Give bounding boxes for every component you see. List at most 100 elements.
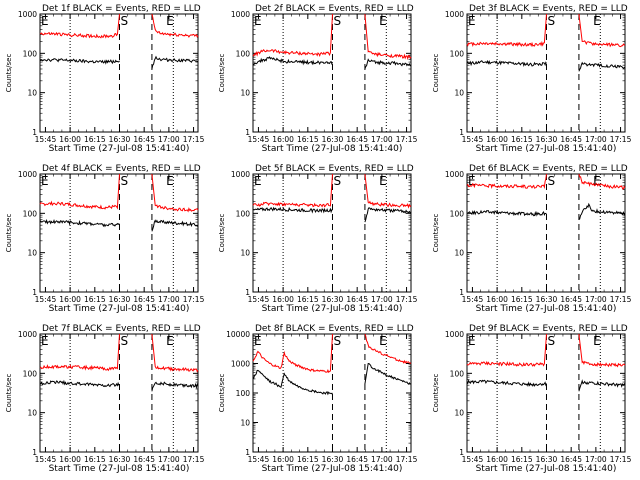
x-tick-label: 17:15: [183, 295, 205, 304]
x-axis-label: Start Time (27-Jul-08 15:41:40): [262, 464, 403, 474]
y-tick-label: 1000: [231, 10, 250, 19]
x-tick-label: 16:15: [297, 135, 319, 144]
y-tick-label: 10: [27, 89, 37, 98]
x-tick-label: 16:45: [346, 135, 368, 144]
event-marker-s: S: [120, 174, 128, 188]
x-tick-label: 16:00: [59, 135, 81, 144]
events-series-line: [39, 218, 120, 228]
y-tick-label: 1: [459, 288, 464, 297]
x-tick-label: 17:00: [158, 455, 180, 464]
lld-series-line: [578, 333, 626, 368]
x-tick-label: 15:45: [248, 455, 270, 464]
y-tick-label: 100: [236, 209, 251, 218]
y-tick-label: 10: [454, 409, 464, 418]
x-axis-label: Start Time (27-Jul-08 15:41:40): [262, 304, 403, 314]
y-axis-label: Counts/sec: [218, 54, 226, 93]
panel-1: Det 1f BLACK = Events, RED = LLD 1 10 100 10…: [5, 4, 205, 154]
event-marker-e: E: [41, 174, 49, 188]
event-marker-e: E: [41, 334, 49, 348]
events-series-line: [466, 379, 547, 388]
y-axis-label: Counts/sec: [432, 214, 440, 253]
lld-series-line: [578, 13, 626, 48]
event-marker-e: E: [379, 14, 387, 28]
x-tick-label: 16:45: [560, 135, 582, 144]
event-marker-s: S: [547, 14, 555, 28]
y-tick-label: 10: [454, 249, 464, 258]
x-tick-label: 17:00: [371, 455, 393, 464]
events-series-line: [151, 381, 199, 392]
events-series-line: [364, 362, 412, 385]
x-tick-label: 16:15: [84, 295, 106, 304]
event-marker-s: S: [120, 14, 128, 28]
y-tick-label: 1: [245, 288, 250, 297]
x-tick-label: 16:00: [59, 295, 81, 304]
x-tick-label: 17:00: [371, 135, 393, 144]
events-series-line: [578, 61, 626, 72]
x-axis-label: Start Time (27-Jul-08 15:41:40): [476, 464, 617, 474]
y-tick-label: 1: [32, 288, 37, 297]
x-tick-label: 17:15: [183, 455, 205, 464]
x-tick-label: 16:15: [84, 135, 106, 144]
y-axis-label: Counts/sec: [218, 214, 226, 253]
event-marker-e: E: [379, 174, 387, 188]
y-tick-label: 1: [245, 128, 250, 137]
panel-3: Det 3f BLACK = Events, RED = LLD 1 10 100 10…: [432, 4, 632, 154]
event-marker-e: E: [593, 174, 601, 188]
x-axis-label: Start Time (27-Jul-08 15:41:40): [49, 144, 190, 154]
x-tick-label: 16:30: [109, 295, 131, 304]
events-series-line: [39, 379, 120, 388]
event-marker-s: S: [333, 174, 341, 188]
events-series-line: [252, 56, 333, 66]
panel-title: Det 8f BLACK = Events, RED = LLD: [255, 324, 414, 334]
lld-series-line: [364, 13, 412, 61]
event-marker-e: E: [379, 334, 387, 348]
x-axis-label: Start Time (27-Jul-08 15:41:40): [476, 144, 617, 154]
panel-title: Det 2f BLACK = Events, RED = LLD: [255, 4, 414, 14]
x-tick-label: 16:15: [84, 455, 106, 464]
panel-7: Det 7f BLACK = Events, RED = LLD 1 10 100 10…: [5, 324, 205, 474]
x-tick-label: 17:15: [396, 135, 418, 144]
x-tick-label: 16:15: [297, 295, 319, 304]
event-marker-e: E: [593, 14, 601, 28]
x-tick-label: 17:15: [396, 455, 418, 464]
event-marker-e: E: [468, 14, 476, 28]
y-axis-label: Counts/sec: [5, 374, 13, 413]
panel-title: Det 9f BLACK = Events, RED = LLD: [469, 324, 628, 334]
x-tick-label: 15:45: [35, 295, 57, 304]
lld-series-line: [39, 13, 120, 39]
panel-8: Det 8f BLACK = Events, RED = LLD 1 10 100 10…: [218, 324, 418, 474]
y-tick-label: 1000: [18, 330, 37, 339]
y-tick-label: 1000: [231, 360, 250, 369]
events-series-line: [364, 58, 412, 70]
events-series-line: [466, 59, 547, 67]
events-series-line: [578, 379, 626, 392]
x-tick-label: 16:00: [272, 455, 294, 464]
x-tick-label: 17:15: [183, 135, 205, 144]
x-tick-label: 16:00: [59, 455, 81, 464]
panel-title: Det 6f BLACK = Events, RED = LLD: [469, 164, 628, 174]
y-tick-label: 1: [459, 128, 464, 137]
y-tick-label: 10: [240, 89, 250, 98]
x-tick-label: 16:30: [109, 455, 131, 464]
lld-series-line: [151, 333, 199, 373]
panel-title: Det 7f BLACK = Events, RED = LLD: [42, 324, 201, 334]
y-tick-label: 1: [459, 448, 464, 457]
y-tick-label: 10: [240, 419, 250, 428]
x-tick-label: 16:00: [486, 455, 508, 464]
x-tick-label: 16:45: [346, 455, 368, 464]
x-tick-label: 15:45: [248, 295, 270, 304]
y-tick-label: 1000: [445, 170, 464, 179]
x-tick-label: 16:30: [536, 455, 558, 464]
x-tick-label: 16:15: [511, 295, 533, 304]
y-tick-label: 10000: [226, 330, 250, 339]
events-series-line: [364, 207, 412, 223]
x-tick-label: 15:45: [462, 135, 484, 144]
x-tick-label: 16:15: [297, 455, 319, 464]
y-tick-label: 100: [236, 389, 251, 398]
event-marker-s: S: [120, 334, 128, 348]
x-tick-label: 16:30: [536, 135, 558, 144]
lld-series-line: [39, 333, 120, 372]
y-axis-label: Counts/sec: [218, 374, 226, 413]
lld-series-line: [578, 173, 626, 190]
x-tick-label: 16:45: [133, 295, 155, 304]
